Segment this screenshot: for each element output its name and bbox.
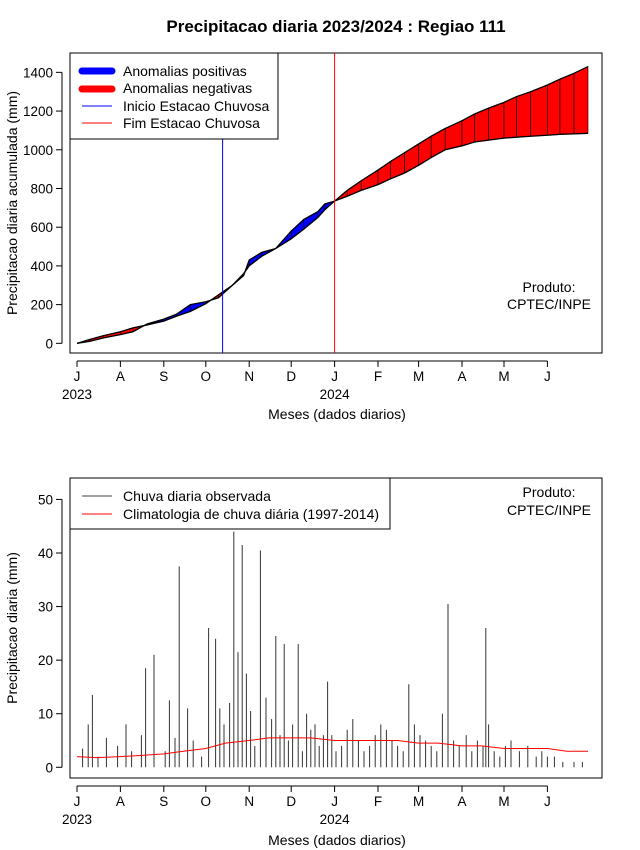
legend-climatology-label: Climatologia de chuva diária (1997-2014) bbox=[123, 506, 379, 522]
top-x-tick-label: M bbox=[498, 369, 509, 384]
top-x-tick-label: A bbox=[457, 369, 466, 384]
climatology-daily-line bbox=[76, 737, 588, 759]
top-plot-frame bbox=[69, 52, 603, 354]
top-y-axis-label: Precipitacao diaria acumulada (mm) bbox=[4, 91, 20, 315]
top-y-tick-label: 800 bbox=[30, 181, 53, 196]
bottom-x-tick-label: J bbox=[331, 794, 338, 809]
bottom-y-tick-label: 10 bbox=[38, 707, 53, 722]
bottom-x-year-label: 2024 bbox=[320, 812, 351, 827]
top-x-tick-label: J bbox=[544, 369, 551, 384]
bottom-x-tick-label: S bbox=[159, 794, 168, 809]
top-x-tick-label: S bbox=[159, 369, 168, 384]
top-product-source: CPTEC/INPE bbox=[507, 296, 591, 312]
bottom-y-axis-label: Precipitacao diaria (mm) bbox=[4, 552, 20, 704]
bottom-x-tick-label: D bbox=[286, 794, 296, 809]
negative-anomaly-area bbox=[516, 91, 531, 138]
bottom-x-axis: J A S O N D J F M A M J 2023 2024 bbox=[62, 785, 551, 827]
legend-positive-label: Anomalias positivas bbox=[123, 63, 247, 79]
negative-anomaly-area bbox=[547, 78, 561, 136]
climatology-accumulated-line bbox=[76, 65, 589, 344]
negative-anomaly-area bbox=[488, 101, 505, 141]
top-y-tick-label: 600 bbox=[30, 220, 53, 235]
bottom-y-tick-label: 0 bbox=[45, 760, 53, 775]
bottom-legend: Chuva diaria observada Climatologia de c… bbox=[69, 477, 391, 530]
negative-anomaly-area bbox=[461, 113, 475, 147]
top-legend-box bbox=[69, 52, 279, 140]
top-plot-area bbox=[76, 53, 589, 353]
bottom-product-label: Produto: bbox=[523, 484, 576, 500]
bottom-y-tick-label: 40 bbox=[38, 546, 53, 561]
bottom-y-tick-label: 30 bbox=[38, 600, 53, 615]
bottom-x-tick-label: J bbox=[74, 794, 81, 809]
top-x-year-label: 2023 bbox=[62, 387, 92, 402]
bottom-x-axis-label: Meses (dados diarios) bbox=[268, 832, 406, 848]
top-x-tick-label: J bbox=[331, 369, 338, 384]
bottom-x-tick-label: J bbox=[544, 794, 551, 809]
bottom-legend-box bbox=[69, 477, 391, 530]
top-legend: Anomalias positivas Anomalias negativas … bbox=[69, 52, 279, 140]
top-y-tick-label: 200 bbox=[30, 298, 53, 313]
bottom-y-tick-label: 50 bbox=[38, 492, 53, 507]
top-y-axis: 0 200 400 600 800 1000 1200 1400 bbox=[23, 65, 63, 351]
bottom-x-tick-label: A bbox=[457, 794, 466, 809]
top-x-axis-label: Meses (dados diarios) bbox=[268, 406, 406, 422]
bottom-x-tick-label: A bbox=[116, 794, 125, 809]
top-y-tick-label: 1200 bbox=[23, 104, 53, 119]
top-x-tick-label: O bbox=[201, 369, 212, 384]
top-x-tick-label: A bbox=[116, 369, 125, 384]
chart-title: Precipitacao diaria 2023/2024 : Regiao 1… bbox=[166, 17, 505, 36]
top-product-label: Produto: bbox=[523, 279, 576, 295]
negative-anomaly-area bbox=[573, 66, 589, 135]
negative-anomaly-area bbox=[503, 96, 517, 139]
bottom-product-source: CPTEC/INPE bbox=[507, 502, 591, 518]
negative-anomaly-area bbox=[530, 84, 548, 137]
top-x-tick-label: D bbox=[286, 369, 296, 384]
bottom-plot-area bbox=[76, 531, 588, 768]
top-x-tick-label: F bbox=[374, 369, 382, 384]
legend-start-label: Inicio Estacao Chuvosa bbox=[123, 98, 270, 114]
top-y-tick-label: 400 bbox=[30, 259, 53, 274]
top-x-tick-label: M bbox=[413, 369, 424, 384]
top-y-tick-label: 1400 bbox=[23, 65, 53, 80]
bottom-panel: 0 10 20 30 40 50 J A S O N D J F M A M J 2023 2024 Precipi… bbox=[4, 477, 603, 848]
top-x-tick-label: N bbox=[244, 369, 254, 384]
legend-observed-label: Chuva diaria observada bbox=[123, 488, 271, 504]
bottom-y-axis: 0 10 20 30 40 50 bbox=[38, 492, 63, 775]
bottom-x-year-label: 2023 bbox=[62, 812, 92, 827]
top-x-axis: J A S O N D J F M A M J 2023 2024 bbox=[62, 360, 551, 402]
observed-accumulated-line bbox=[76, 132, 589, 344]
top-y-tick-label: 1000 bbox=[23, 143, 53, 158]
legend-negative-label: Anomalias negativas bbox=[123, 80, 252, 96]
bottom-x-tick-label: M bbox=[498, 794, 509, 809]
positive-anomaly-area bbox=[303, 211, 319, 230]
bottom-y-tick-label: 20 bbox=[38, 653, 53, 668]
bottom-x-tick-label: F bbox=[374, 794, 382, 809]
bottom-x-tick-label: O bbox=[201, 794, 212, 809]
legend-end-label: Fim Estacao Chuvosa bbox=[123, 115, 260, 131]
bottom-x-tick-label: M bbox=[413, 794, 424, 809]
top-panel: 0 200 400 600 800 1000 1200 1400 J A S O N D J F M A M J 20… bbox=[4, 52, 603, 422]
top-x-year-label: 2024 bbox=[320, 387, 351, 402]
negative-anomaly-area bbox=[559, 72, 575, 135]
top-x-tick-label: J bbox=[74, 369, 81, 384]
top-y-tick-label: 0 bbox=[45, 336, 53, 351]
bottom-x-tick-label: N bbox=[244, 794, 254, 809]
